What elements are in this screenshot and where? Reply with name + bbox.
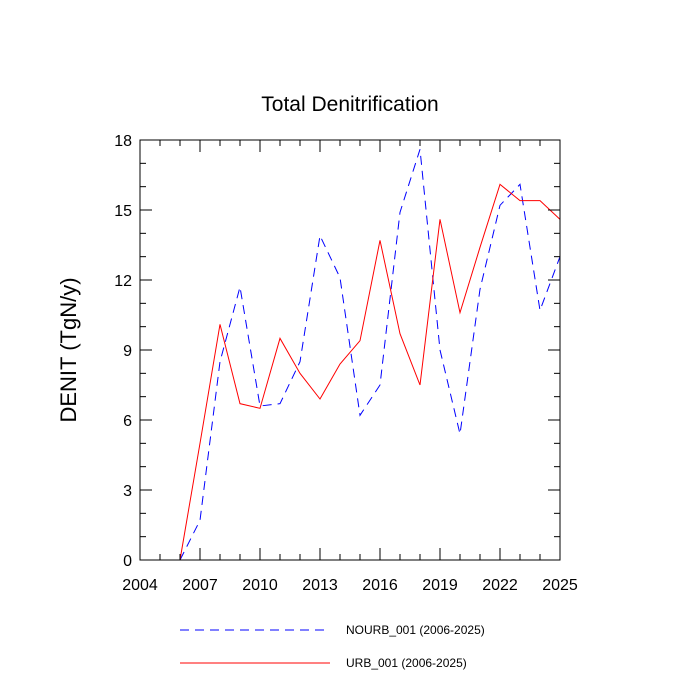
y-tick-label: 9 bbox=[123, 343, 132, 360]
y-tick-label: 18 bbox=[114, 133, 132, 150]
y-tick-label: 6 bbox=[123, 413, 132, 430]
series-line-2 bbox=[179, 183, 561, 561]
y-tick-label: 15 bbox=[114, 203, 132, 220]
x-tick-label: 2016 bbox=[362, 577, 398, 594]
y-axis-label: DENIT (TgN/y) bbox=[56, 277, 81, 422]
x-tick-label: 2010 bbox=[242, 577, 278, 594]
x-tick-label: 2022 bbox=[482, 577, 518, 594]
legend: NOURB_001 (2006-2025) URB_001 (2006-2025) bbox=[180, 623, 485, 670]
series-line-1 bbox=[179, 149, 561, 561]
legend-label-1: NOURB_001 (2006-2025) bbox=[346, 623, 485, 637]
x-tick-label: 2019 bbox=[422, 577, 458, 594]
y-tick-label: 0 bbox=[123, 553, 132, 570]
y-tick-label: 3 bbox=[123, 483, 132, 500]
series-layer bbox=[179, 149, 561, 561]
y-tick-label: 12 bbox=[114, 273, 132, 290]
x-tick-label: 2013 bbox=[302, 577, 338, 594]
x-tick-label: 2025 bbox=[542, 577, 578, 594]
ticks-layer: 2004 2007 2010 2013 2016 2019 2022 2025 0 3 6 9 12 15… bbox=[114, 133, 578, 594]
x-tick-label: 2007 bbox=[182, 577, 218, 594]
x-tick-label: 2004 bbox=[122, 577, 158, 594]
chart-title: Total Denitrification bbox=[261, 93, 438, 116]
legend-label-2: URB_001 (2006-2025) bbox=[346, 656, 467, 670]
